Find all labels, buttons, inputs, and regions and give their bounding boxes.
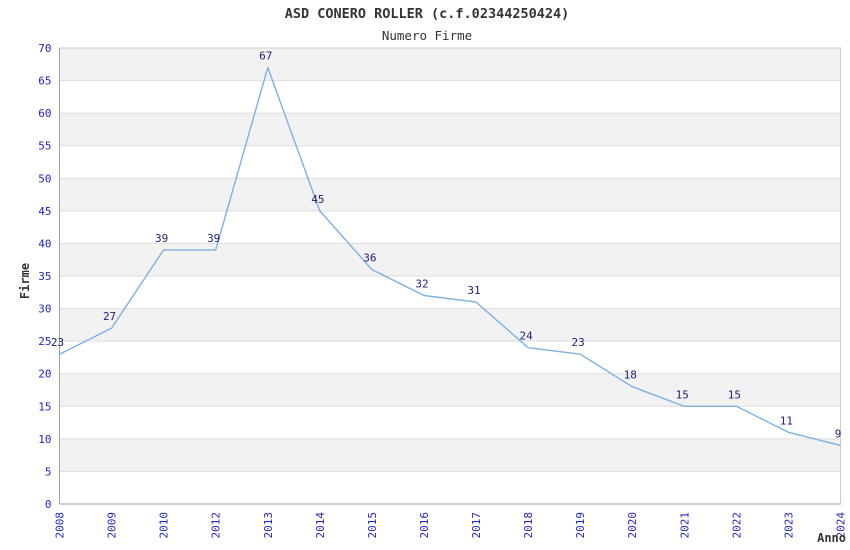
band	[59, 48, 841, 81]
y-tick-label: 20	[38, 368, 51, 381]
plot-bands	[59, 48, 841, 472]
x-tick-label: 2014	[314, 512, 327, 539]
y-tick-label: 45	[38, 205, 51, 218]
x-tick-label: 2021	[678, 512, 691, 539]
x-tick-label: 2017	[470, 512, 483, 539]
x-tick-label: 2018	[522, 512, 535, 539]
chart-title: ASD CONERO ROLLER (c.f.02344250424)	[285, 6, 569, 22]
x-tick-label: 2016	[418, 512, 431, 539]
y-tick-label: 25	[38, 335, 51, 348]
data-point-label: 15	[676, 388, 689, 401]
y-tick-label: 30	[38, 303, 51, 316]
x-tick-label: 2013	[262, 512, 275, 539]
y-tick-label: 15	[38, 400, 51, 413]
y-tick-label: 40	[38, 237, 51, 250]
x-tick-label: 2009	[106, 512, 119, 539]
y-tick-label: 5	[45, 465, 52, 478]
data-line	[59, 66, 841, 447]
data-point-label: 27	[103, 310, 116, 323]
y-axis-tick-labels: 0 5 10 15 20 25 30 35 40 45 50 55 60 65 70	[38, 42, 51, 511]
y-tick-label: 10	[38, 433, 51, 446]
y-tick-label: 50	[38, 172, 51, 185]
y-tick-label: 0	[45, 498, 52, 511]
x-axis-title: Anno	[817, 531, 846, 545]
data-point-label: 15	[728, 388, 741, 401]
band	[59, 308, 841, 342]
data-point-label: 9	[835, 427, 842, 440]
plot-frame	[59, 47, 841, 505]
x-tick-label: 2024	[835, 512, 848, 539]
data-point-label: 23	[572, 336, 585, 349]
chart-subtitle: Numero Firme	[382, 28, 472, 43]
y-tick-label: 60	[38, 107, 51, 120]
data-point-label: 32	[415, 278, 428, 291]
band	[59, 373, 841, 407]
data-point-label: 31	[467, 284, 480, 297]
x-tick-label: 2022	[730, 512, 743, 539]
y-tick-label: 55	[38, 140, 51, 153]
x-tick-label: 2015	[366, 512, 379, 539]
data-point-label: 23	[51, 336, 64, 349]
band	[59, 243, 841, 276]
data-point-label: 45	[311, 193, 324, 206]
data-point-label: 18	[624, 369, 637, 382]
data-point-label: 11	[780, 414, 793, 427]
y-tick-label: 35	[38, 270, 51, 283]
data-point-label: 39	[207, 232, 220, 245]
x-tick-label: 2008	[54, 512, 67, 539]
data-point-label: 36	[363, 251, 376, 264]
y-tick-label: 65	[38, 75, 51, 88]
data-point-label: 67	[259, 50, 272, 63]
x-tick-label: 2020	[626, 512, 639, 539]
x-tick-label: 2010	[158, 512, 171, 539]
data-point-label: 24	[519, 330, 533, 343]
x-axis-tick-labels: 2008 2009 2010 2012 2013 2014 2015 2016 2017 2018…	[54, 512, 848, 539]
x-tick-label: 2019	[574, 512, 587, 539]
data-point-labels: 23 27 39 39 67 45 36 32 31 24 23 18 15 15 11 9	[51, 50, 841, 441]
y-axis-title: Firme	[18, 263, 32, 299]
band	[59, 113, 841, 146]
data-point-label: 39	[155, 232, 168, 245]
series-line	[59, 66, 841, 447]
band	[59, 438, 841, 472]
x-tick-label: 2012	[210, 512, 223, 539]
band	[59, 178, 841, 211]
x-tick-label: 2023	[782, 512, 795, 539]
y-tick-label: 70	[38, 42, 51, 55]
